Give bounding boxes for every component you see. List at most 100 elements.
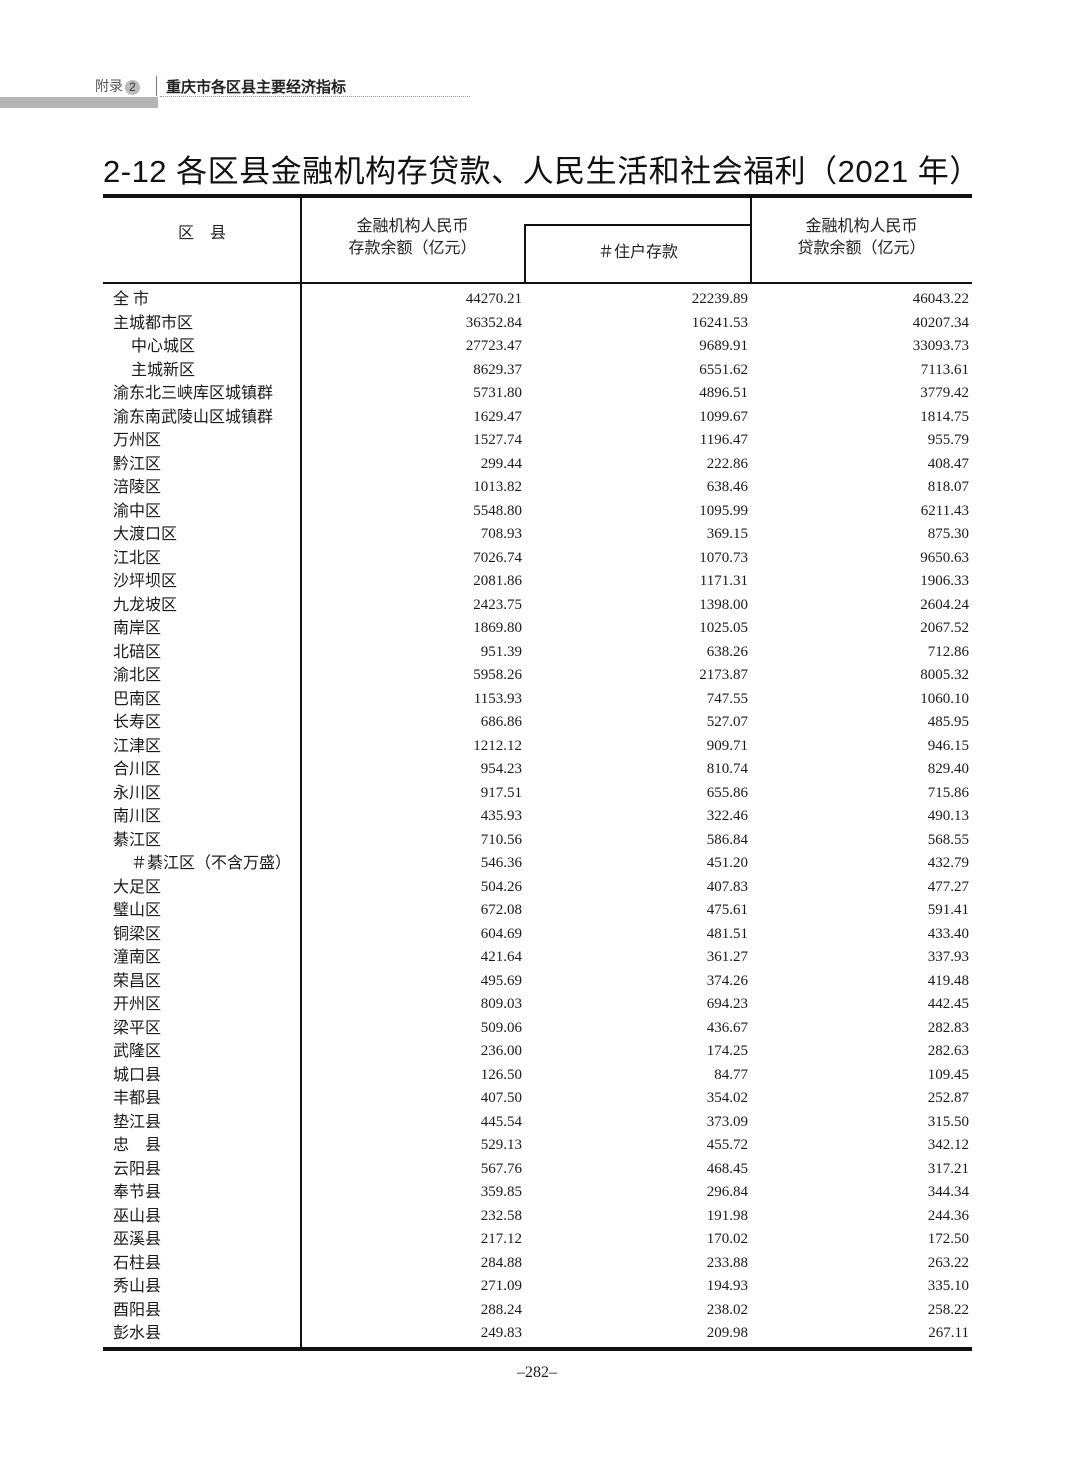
deposit-cell: 1153.93 xyxy=(473,690,522,707)
table-row: 万州区 1527.74 1196.47 955.79 xyxy=(103,429,972,453)
running-header: 重庆市各区县主要经济指标 xyxy=(166,79,347,96)
table-row: 九龙坡区 2423.75 1398.00 2604.24 xyxy=(103,594,972,618)
appendix-text: 附录 xyxy=(95,78,123,94)
household-deposit-cell: 1070.73 xyxy=(699,549,748,566)
table-row: 北碚区 951.39 638.26 712.86 xyxy=(103,641,972,665)
table-row: 秀山县 271.09 194.93 335.10 xyxy=(103,1275,972,1299)
loan-cell: 875.30 xyxy=(927,526,969,542)
deposit-cell: 710.56 xyxy=(480,831,522,848)
household-deposit-cell: 638.26 xyxy=(706,643,748,660)
loan-cell: 244.36 xyxy=(927,1207,969,1224)
table-row: 丰都县 407.50 354.02 252.87 xyxy=(103,1087,972,1111)
loan-cell: 3779.42 xyxy=(920,385,969,401)
household-deposit-cell: 694.23 xyxy=(706,996,748,1012)
deposit-cell: 249.83 xyxy=(480,1325,522,1341)
deposit-cell: 809.03 xyxy=(480,996,522,1012)
district-cell: 北碚区 xyxy=(113,643,162,661)
household-deposit-cell: 451.20 xyxy=(706,855,748,871)
table-row: 忠 县 529.13 455.72 342.12 xyxy=(103,1134,972,1158)
household-deposit-cell: 1171.31 xyxy=(699,573,748,589)
table-row: 南川区 435.93 322.46 490.13 xyxy=(103,805,972,829)
loan-cell: 6211.43 xyxy=(920,502,969,519)
household-deposit-cell: 361.27 xyxy=(706,949,748,965)
table-row: 沙坪坝区 2081.86 1171.31 1906.33 xyxy=(103,570,972,594)
district-cell: 大足区 xyxy=(113,878,162,896)
loan-cell: 591.41 xyxy=(927,902,969,918)
table-bottom-rule xyxy=(103,1347,972,1351)
loan-cell: 263.22 xyxy=(927,1254,969,1271)
header-bottom-rule xyxy=(103,282,972,284)
page-number: –282– xyxy=(517,1364,557,1381)
column-divider xyxy=(524,224,526,283)
dotted-rule xyxy=(160,96,470,97)
table-row: 巫山县 232.58 191.98 244.36 xyxy=(103,1205,972,1229)
header-divider xyxy=(156,76,157,96)
loan-cell: 9650.63 xyxy=(920,549,969,566)
district-cell: 丰都县 xyxy=(113,1090,162,1107)
loan-cell: 2604.24 xyxy=(920,596,969,613)
household-deposit-cell: 1196.47 xyxy=(699,432,748,448)
district-cell: 忠 县 xyxy=(113,1137,162,1154)
deposit-cell: 546.36 xyxy=(480,855,522,871)
deposit-cell: 2423.75 xyxy=(473,596,522,613)
page-title: 2-12 各区县金融机构存贷款、人民生活和社会福利（2021 年） xyxy=(103,154,981,189)
table-row: 南岸区 1869.80 1025.05 2067.52 xyxy=(103,617,972,641)
district-cell: 涪陵区 xyxy=(113,479,162,496)
deposit-cell: 672.08 xyxy=(480,902,522,918)
deposit-cell: 271.09 xyxy=(480,1278,522,1294)
table-row: 江北区 7026.74 1070.73 9650.63 xyxy=(103,547,972,571)
deposit-cell: 299.44 xyxy=(480,455,522,472)
district-cell: 主城都市区 xyxy=(113,314,194,332)
appendix-label: 附录 2 xyxy=(95,76,140,96)
district-cell: 石柱县 xyxy=(113,1254,162,1272)
table-row: 渝中区 5548.80 1095.99 6211.43 xyxy=(103,500,972,524)
loan-cell: 1814.75 xyxy=(920,408,969,425)
table-row: ＃綦江区（不含万盛） 546.36 451.20 432.79 xyxy=(103,852,972,876)
district-cell: 渝北区 xyxy=(113,667,162,684)
loan-cell: 267.11 xyxy=(928,1325,969,1341)
household-deposit-cell: 1099.67 xyxy=(699,408,748,425)
district-cell: 酉阳县 xyxy=(113,1301,162,1319)
header-loan-line1: 金融机构人民币 xyxy=(805,218,918,235)
loan-cell: 8005.32 xyxy=(920,667,969,683)
header-loan: 金融机构人民币 贷款余额（亿元） xyxy=(751,216,972,260)
household-deposit-cell: 468.45 xyxy=(706,1160,748,1177)
district-cell: 开州区 xyxy=(113,996,162,1013)
district-cell: 渝中区 xyxy=(113,502,162,520)
household-deposit-cell: 481.51 xyxy=(706,925,748,942)
district-cell: 璧山区 xyxy=(113,902,162,919)
deposit-cell: 509.06 xyxy=(480,1019,522,1036)
table-row: 石柱县 284.88 233.88 263.22 xyxy=(103,1252,972,1276)
household-deposit-cell: 2173.87 xyxy=(699,667,748,683)
deposit-cell: 708.93 xyxy=(480,526,522,542)
deposit-cell: 359.85 xyxy=(480,1184,522,1200)
district-cell: 武隆区 xyxy=(113,1043,162,1060)
household-deposit-cell: 1398.00 xyxy=(699,596,748,613)
loan-cell: 818.07 xyxy=(927,479,969,495)
loan-cell: 433.40 xyxy=(927,925,969,942)
district-cell: 江津区 xyxy=(113,737,162,755)
table-row: 江津区 1212.12 909.71 946.15 xyxy=(103,735,972,759)
deposit-cell: 504.26 xyxy=(480,878,522,895)
district-cell: 沙坪坝区 xyxy=(113,573,178,590)
deposit-cell: 1013.82 xyxy=(473,479,522,495)
table-row: 黔江区 299.44 222.86 408.47 xyxy=(103,453,972,477)
loan-cell: 344.34 xyxy=(927,1184,969,1200)
household-deposit-cell: 373.09 xyxy=(706,1113,748,1130)
deposit-cell: 217.12 xyxy=(480,1231,522,1247)
deposit-cell: 445.54 xyxy=(480,1113,522,1130)
deposit-cell: 435.93 xyxy=(480,808,522,824)
district-cell: 奉节县 xyxy=(113,1184,162,1201)
deposit-cell: 1629.47 xyxy=(473,408,522,425)
table-row: 大足区 504.26 407.83 477.27 xyxy=(103,876,972,900)
district-cell: 南川区 xyxy=(113,808,162,825)
table-row: 渝北区 5958.26 2173.87 8005.32 xyxy=(103,664,972,688)
deposit-cell: 686.86 xyxy=(480,714,522,730)
loan-cell: 432.79 xyxy=(927,855,969,871)
household-deposit-cell: 407.83 xyxy=(706,878,748,895)
household-deposit-cell: 16241.53 xyxy=(691,314,748,331)
table-row: 武隆区 236.00 174.25 282.63 xyxy=(103,1040,972,1064)
loan-cell: 46043.22 xyxy=(912,291,969,307)
loan-cell: 282.63 xyxy=(927,1043,969,1059)
household-deposit-cell: 222.86 xyxy=(706,455,748,472)
